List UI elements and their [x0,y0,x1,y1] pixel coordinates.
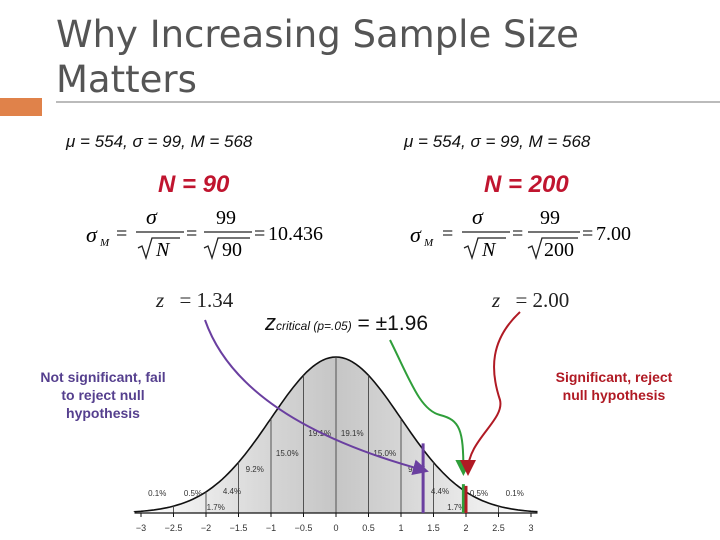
z-symbol: z [156,288,165,312]
z-critical-symbol: z [265,310,276,335]
formula-den-val: 200 [544,239,574,261]
formula-num-sym: σ [472,204,484,229]
arrow-z-critical [389,339,472,476]
formula-result: 7.00 [596,223,631,245]
callout-arrows [204,311,521,476]
significant-note: Significant, reject null hypothesis [555,369,673,403]
percent-label: 4.4% [223,487,241,496]
right-n-label: N = 200 [484,171,569,198]
left-formula: σ M = σ N = 99 90 = 10.436 [86,204,323,261]
x-tick-label: −2 [201,523,211,533]
percent-label: 0.5% [184,489,202,498]
percent-label: 0.1% [148,489,166,498]
curve-axis: −3 −2.5 −2 −1.5 −1 −0.5 0 0.5 1 1.5 2 2.5 3 [134,512,538,533]
formula-num-sym: σ [146,204,158,229]
x-tick-label: 0.5 [362,523,375,533]
not-significant-note: Not significant, fail to reject null hyp… [40,369,166,421]
percent-label: 19.1% [308,429,331,438]
slide-title: Why Increasing Sample Size Matters [56,13,579,101]
percent-label: 1.7% [207,503,225,512]
svg-text:=: = [582,223,593,245]
left-n-label: N = 90 [158,171,230,198]
formula-lhs: σ [86,222,98,247]
formula-result: 10.436 [268,223,323,245]
z-symbol: z [492,288,501,312]
percent-label: 4.4% [431,487,449,496]
arrow-z-right [460,311,521,476]
percent-label: 15.0% [373,449,396,458]
z-number: = 1.34 [179,288,234,312]
percent-label: 19.1% [341,429,364,438]
x-tick-label: 0 [333,523,338,533]
percent-label: 15.0% [276,449,299,458]
x-tick-label: −2.5 [165,523,183,533]
z-critical-value: = ±1.96 [357,312,429,335]
arrow-z-left [204,319,429,476]
z-critical-label: zcritical (p=.05) = ±1.96 [265,310,428,336]
curve-markers [421,443,468,513]
right-params: μ = 554, σ = 99, M = 568 [404,132,591,151]
percent-label: 9.2% [246,465,264,474]
percent-label: 1.7% [447,503,465,512]
percent-label: 0.1% [506,489,524,498]
title-accent-bar [0,98,42,116]
svg-text:=: = [186,223,197,245]
formula-num-val: 99 [540,207,560,229]
formula-den-sym: N [155,239,171,261]
x-tick-label: 2 [463,523,468,533]
svg-text:=: = [254,223,265,245]
svg-text:=: = [512,223,523,245]
formula-den-val: 90 [222,239,242,261]
x-tick-label: −1 [266,523,276,533]
svg-text:=: = [442,223,453,245]
formula-den-sym: N [481,239,497,261]
formula-lhs-sub: M [423,237,434,249]
right-z-value: z = 2.00 [492,288,569,313]
percent-label: 0.5% [470,489,488,498]
x-tick-label: 1 [398,523,403,533]
curve-divisions [173,357,499,513]
formula-lhs: σ [410,222,422,247]
z-critical-subscript: critical (p=.05) [276,319,352,333]
title-divider [56,101,720,103]
formula-lhs-sub: M [99,237,110,249]
x-tick-label: −1.5 [230,523,248,533]
left-z-value: z = 1.34 [156,288,233,313]
z-number: = 2.00 [515,288,570,312]
x-tick-label: 1.5 [427,523,440,533]
svg-text:=: = [116,223,127,245]
x-tick-label: 3 [528,523,533,533]
x-tick-label: 2.5 [492,523,505,533]
left-params: μ = 554, σ = 99, M = 568 [66,132,253,151]
formula-num-val: 99 [216,207,236,229]
curve-outline [133,356,538,513]
x-tick-label: −0.5 [295,523,313,533]
x-tick-label: −3 [136,523,146,533]
right-formula: σ M = σ N = 99 200 = 7.00 [410,204,631,261]
